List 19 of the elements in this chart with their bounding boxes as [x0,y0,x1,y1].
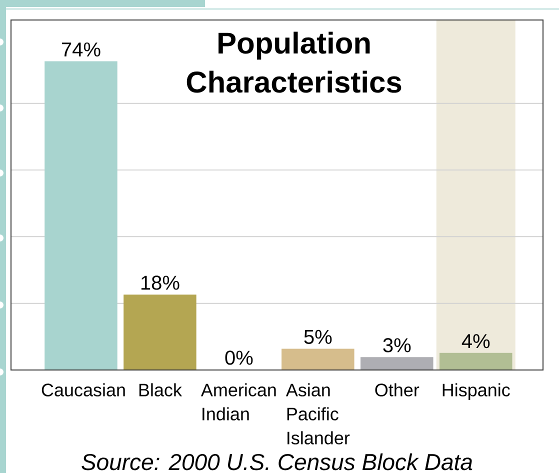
data-label: 4% [462,334,490,348]
bar [44,61,118,370]
data-label: 5% [304,330,332,344]
x-tick-label: Caucasian [42,383,125,396]
bar [124,294,196,370]
bar [282,348,354,370]
data-label: 74% [62,42,100,56]
bar [440,352,512,370]
data-label: 0% [225,350,253,365]
x-tick-label: Asian Pacific Islander [286,383,350,444]
x-tick-label: American Indian [200,383,276,420]
bar [360,357,434,370]
data-label: 18% [141,276,180,290]
x-tick-label: Other [375,383,420,396]
x-tick-label: Black [139,383,182,396]
data-label: 3% [383,338,411,352]
text: Population Characteristics [186,32,402,93]
source-note: Source: 2000 U.S. Census Block Data [82,453,472,470]
x-tick-label: Hispanic [442,383,510,400]
